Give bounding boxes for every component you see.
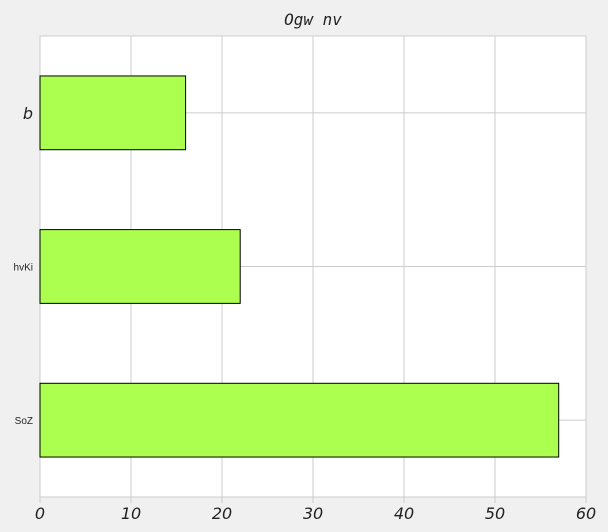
chart-title: Ogw nv xyxy=(284,10,342,29)
y-tick-label: hvKi xyxy=(14,263,33,274)
x-tick-label: 60 xyxy=(576,504,596,523)
y-axis-ticks: b hvKi SoZ xyxy=(14,104,33,427)
x-tick-label: 40 xyxy=(394,504,414,523)
x-axis-ticks: 0 10 20 30 40 50 60 xyxy=(35,504,596,523)
x-tick-label: 20 xyxy=(212,504,232,523)
y-tick-label: SoZ xyxy=(15,416,33,427)
bars xyxy=(39,75,560,458)
x-tick-label: 50 xyxy=(485,504,505,523)
x-tick-label: 10 xyxy=(121,504,141,523)
bar-b xyxy=(39,75,187,151)
y-tick-label: b xyxy=(23,104,33,123)
bar-hvKi xyxy=(39,229,241,304)
x-tick-label: 30 xyxy=(303,504,323,523)
bar-SoZ xyxy=(39,382,560,458)
x-tick-label: 0 xyxy=(35,504,45,523)
